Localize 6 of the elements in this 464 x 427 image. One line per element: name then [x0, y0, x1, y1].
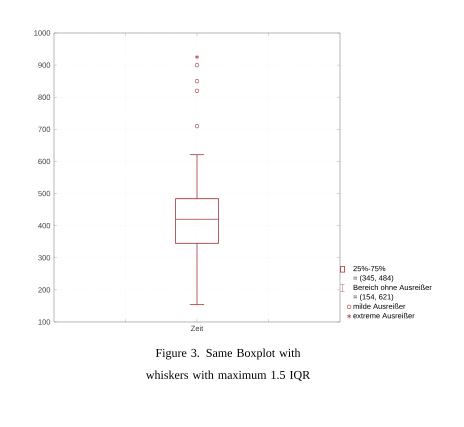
point — [194, 63, 200, 68]
point — [194, 124, 200, 128]
point — [194, 79, 200, 84]
point — [194, 88, 200, 93]
point — [194, 54, 200, 60]
caption: Figure 3. Same Boxplot with whiskers with maximum 1.5 IQR — [146, 348, 310, 381]
